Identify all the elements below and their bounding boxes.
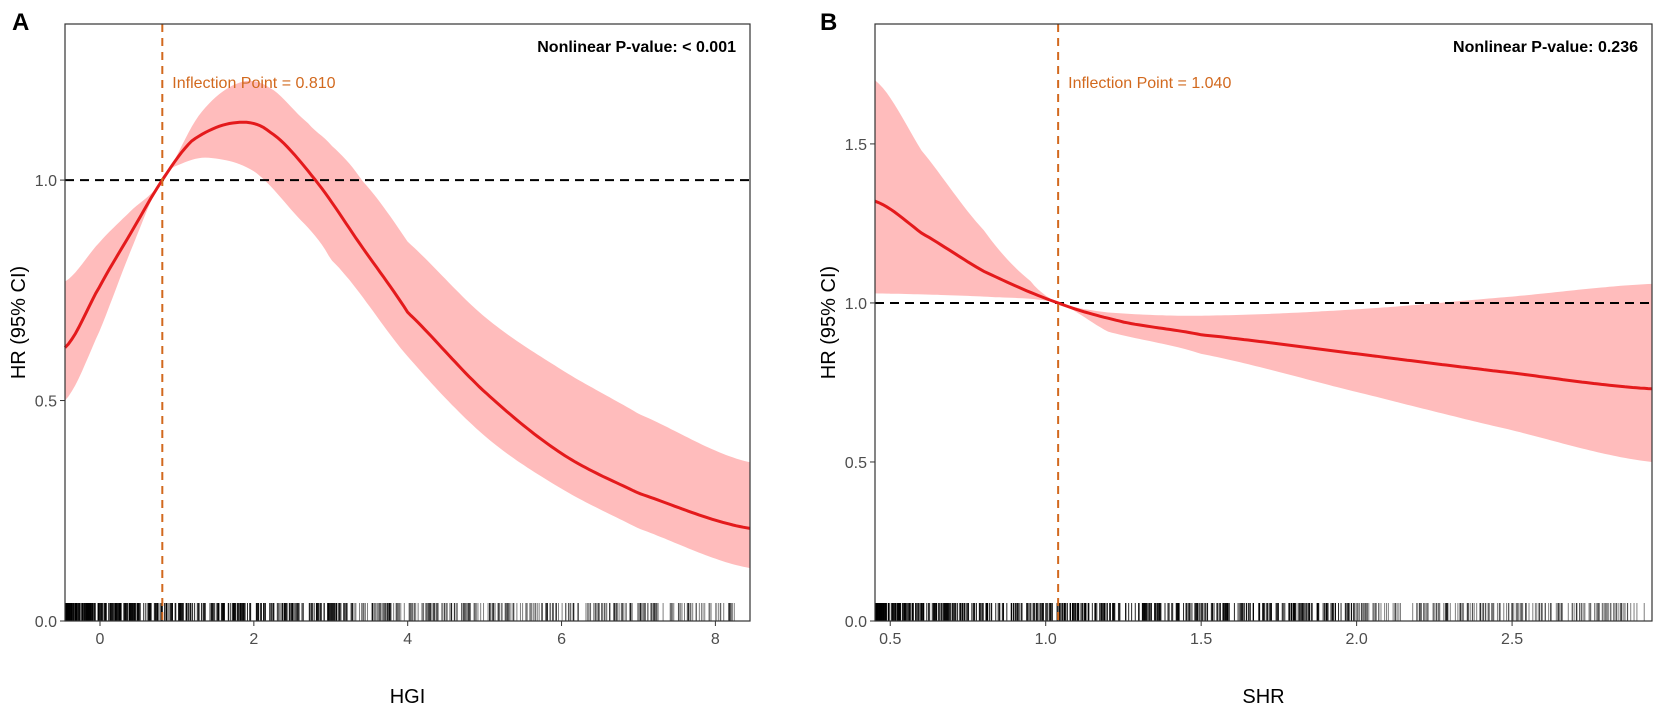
x-tick-label: 0.5 [879, 631, 901, 648]
y-tick-label: 0.5 [845, 455, 867, 472]
panel-label: A [12, 9, 29, 36]
x-axis-title: SHR [1242, 686, 1284, 708]
panel-a: Inflection Point = 0.810 0 2 4 6 8 0.0 0.5 1.0 HG… [8, 9, 751, 708]
ci-ribbon [875, 80, 1652, 463]
x-tick-label: 1.0 [1035, 631, 1057, 648]
hr-curve [63, 120, 751, 530]
y-tick-label: 0.0 [35, 614, 57, 631]
y-tick-label: 0.0 [845, 614, 867, 631]
inflection-label: Inflection Point = 1.040 [1068, 75, 1231, 92]
inflection-label: Inflection Point = 0.810 [172, 75, 335, 92]
panel-b: Inflection Point = 1.040 0.5 1.0 1.5 2.0 2.5 0… [818, 9, 1653, 708]
x-tick-label: 8 [711, 631, 720, 648]
ci-ribbon [65, 80, 750, 569]
x-tick-label: 4 [403, 631, 412, 648]
x-tick-label: 0 [96, 631, 105, 648]
rug-plot [64, 603, 735, 621]
x-tick-label: 2 [249, 631, 258, 648]
pvalue-label: Nonlinear P-value: < 0.001 [537, 39, 736, 56]
hr-curve [874, 199, 1653, 391]
pvalue-label: Nonlinear P-value: 0.236 [1453, 39, 1638, 56]
rug-plot [874, 603, 1645, 621]
x-tick-label: 6 [557, 631, 566, 648]
x-tick-label: 1.5 [1190, 631, 1212, 648]
y-axis-title: HR (95% CI) [818, 266, 840, 379]
x-tick-label: 2.0 [1345, 631, 1367, 648]
panel-label: B [820, 9, 837, 36]
y-tick-label: 1.5 [845, 137, 867, 154]
x-axis-title: HGI [390, 686, 426, 708]
y-tick-label: 1.0 [35, 173, 57, 190]
y-tick-label: 0.5 [35, 394, 57, 411]
y-tick-label: 1.0 [845, 296, 867, 313]
plot-border [874, 23, 1653, 622]
y-axis-title: HR (95% CI) [8, 266, 30, 379]
x-tick-label: 2.5 [1501, 631, 1523, 648]
